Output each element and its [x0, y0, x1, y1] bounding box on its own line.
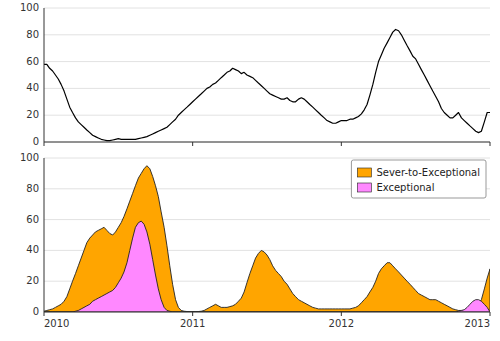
- y-tick-label: 80: [26, 183, 39, 194]
- grid-line: [44, 312, 490, 313]
- chart: 0 20 40 60 80 100 0 20 40 60 80 100 2010 2011 2012 2013…: [0, 0, 500, 341]
- x-tick: [192, 312, 193, 316]
- x-tick: [341, 142, 342, 146]
- x-tick: [192, 142, 193, 146]
- plot-area: [44, 29, 490, 140]
- legend-label: Exceptional: [376, 182, 434, 193]
- y-tick-label: 60: [26, 214, 39, 225]
- y-tick-label: 0: [33, 306, 39, 317]
- x-tick: [44, 312, 45, 316]
- area: [44, 166, 490, 312]
- y-tick-label: 20: [26, 275, 39, 286]
- x-tick: [490, 142, 491, 146]
- y-tick-label: 20: [26, 109, 39, 120]
- y-tick-label: 80: [26, 29, 39, 40]
- x-tick-label: 2010: [44, 318, 69, 329]
- y-tick-label: 100: [20, 152, 39, 163]
- y-axis: [44, 8, 45, 142]
- y-tick-label: 100: [20, 2, 39, 13]
- x-axis: [44, 312, 490, 313]
- grid-line: [44, 142, 490, 143]
- x-tick-label: 2013: [465, 318, 490, 329]
- area: [44, 221, 490, 312]
- x-tick: [44, 142, 45, 146]
- grid-line: [44, 115, 490, 116]
- legend-box: [351, 160, 486, 198]
- plot-area: [44, 166, 490, 312]
- legend-label: Sever-to-Exceptional: [376, 167, 480, 178]
- x-tick: [490, 312, 491, 316]
- y-tick-label: 40: [26, 244, 39, 255]
- legend-swatch: [357, 168, 371, 177]
- legend-swatch: [357, 183, 371, 192]
- line: [44, 29, 490, 140]
- y-tick-label: 60: [26, 56, 39, 67]
- grid-line: [44, 8, 490, 9]
- grid-line: [44, 88, 490, 89]
- x-tick-label: 2011: [180, 318, 205, 329]
- panel: 0 20 40 60 80 100 2010 2011 2012 2013 Sever-to-Exc…: [20, 152, 490, 329]
- x-tick-label: 2012: [329, 318, 354, 329]
- panel: 0 20 40 60 80 100: [20, 2, 490, 147]
- grid-line: [44, 158, 490, 159]
- grid-line: [44, 61, 490, 62]
- x-tick: [341, 312, 342, 316]
- x-axis: [44, 142, 490, 143]
- y-axis: [44, 158, 45, 312]
- y-tick-label: 0: [33, 136, 39, 147]
- legend: Sever-to-Exceptional Exceptional: [351, 160, 486, 198]
- grid-line: [44, 219, 490, 220]
- grid-line: [44, 34, 490, 35]
- y-tick-label: 40: [26, 82, 39, 93]
